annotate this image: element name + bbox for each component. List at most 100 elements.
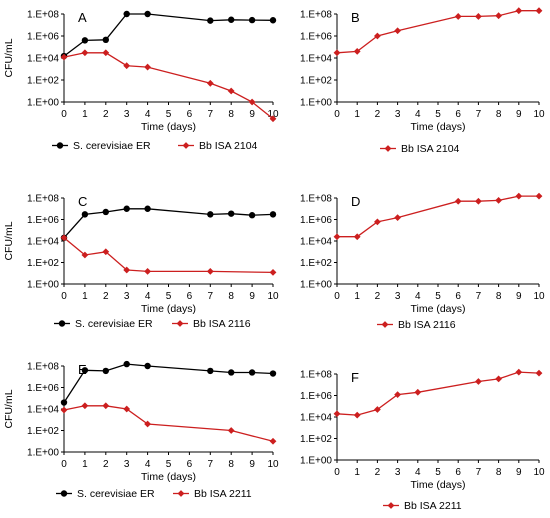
data-point-diamond (495, 12, 502, 20)
data-point-diamond (535, 7, 543, 15)
x-tick-label: 5 (166, 459, 172, 470)
legend-entry: S. cerevisiae ER (54, 318, 153, 330)
x-tick-label: 0 (334, 109, 340, 120)
panel-label: B (351, 10, 360, 25)
data-point-diamond (60, 406, 68, 414)
x-tick-label: 6 (455, 467, 461, 478)
x-tick-label: 4 (145, 459, 151, 470)
x-tick-label: 0 (334, 467, 340, 478)
data-point-diamond (269, 268, 277, 276)
data-point-diamond (333, 233, 341, 241)
data-point-circle (144, 10, 151, 18)
data-point-diamond (454, 197, 462, 205)
x-tick-label: 2 (103, 109, 109, 120)
data-point-diamond (414, 388, 422, 396)
series-bb (60, 49, 277, 123)
x-tick-label: 0 (61, 109, 67, 120)
y-tick-label: 1.E+04 (300, 237, 332, 248)
y-tick-label: 1.E+06 (300, 32, 332, 43)
series-line (63, 405, 274, 442)
y-tick-label: 1.E+00 (300, 456, 332, 467)
data-point-circle (207, 17, 214, 24)
legend-label: Bb ISA 2211 (194, 488, 252, 500)
data-point-circle (248, 212, 256, 219)
x-tick-label: 2 (375, 291, 381, 302)
x-tick-label: 6 (455, 291, 461, 302)
y-tick-label: 1.E+00 (300, 98, 332, 109)
y-tick-label: 1.E+06 (27, 32, 59, 43)
series-line (337, 195, 539, 238)
x-tick-label: 2 (103, 291, 109, 302)
x-tick-label: 4 (145, 291, 151, 302)
x-tick-label: 4 (415, 109, 421, 120)
x-tick-label: 10 (533, 467, 545, 478)
x-tick-label: 6 (187, 459, 193, 470)
legend-marker-circle (60, 490, 68, 497)
data-point-diamond (60, 53, 68, 61)
x-axis-title: Time (days) (410, 303, 465, 315)
data-point-circle (228, 369, 235, 376)
y-tick-label: 1.E+08 (300, 370, 332, 381)
x-tick-label: 3 (124, 109, 130, 120)
x-tick-label: 10 (267, 291, 279, 302)
data-point-diamond (144, 267, 151, 275)
data-point-circle (123, 205, 130, 212)
legend-entry: Bb ISA 2104 (178, 140, 258, 152)
x-tick-label: 4 (415, 291, 421, 302)
legend-label: S. cerevisiae ER (73, 140, 151, 152)
data-point-diamond (515, 192, 523, 200)
x-tick-label: 8 (228, 109, 234, 120)
data-point-circle (144, 362, 151, 370)
series-line (63, 363, 274, 403)
x-tick-label: 5 (166, 291, 172, 302)
y-tick-label: 1.E+04 (300, 413, 332, 424)
data-point-circle (207, 367, 214, 375)
legend-label: Bb ISA 2116 (398, 319, 456, 331)
x-axis-title: Time (days) (410, 479, 465, 491)
data-point-circle (228, 210, 235, 217)
y-tick-label: 1.E+02 (27, 258, 59, 269)
y-tick-label: 1.E+08 (27, 194, 59, 205)
data-point-diamond (495, 196, 502, 204)
data-point-diamond (353, 411, 361, 419)
x-tick-label: 9 (516, 109, 522, 120)
data-point-circle (269, 370, 277, 377)
panel-label: A (78, 10, 87, 25)
data-point-diamond (206, 79, 214, 87)
x-tick-label: 2 (375, 467, 381, 478)
data-point-diamond (353, 47, 361, 55)
panel-label: F (351, 370, 359, 385)
x-tick-label: 1 (82, 459, 88, 470)
x-tick-label: 3 (395, 291, 401, 302)
data-point-diamond (454, 13, 462, 20)
y-axis-title: CFU/mL (3, 389, 15, 428)
x-tick-label: 7 (476, 109, 482, 120)
legend-marker-diamond (176, 320, 184, 327)
series-line (63, 208, 274, 239)
legend-marker-circle (56, 142, 64, 149)
data-point-diamond (102, 402, 110, 410)
data-point-diamond (102, 248, 110, 256)
legend-entry: S. cerevisiae ER (52, 140, 151, 152)
x-tick-label: 6 (455, 109, 461, 120)
legend-label: S. cerevisiae ER (77, 488, 155, 500)
x-tick-label: 9 (516, 291, 522, 302)
legend-entry: Bb ISA 2116 (377, 319, 456, 331)
series-yeast (60, 205, 277, 241)
y-tick-label: 1.E+08 (300, 194, 332, 205)
data-point-diamond (81, 402, 89, 410)
data-point-diamond (269, 115, 277, 123)
x-tick-label: 8 (496, 291, 502, 302)
data-point-diamond (535, 369, 543, 377)
x-tick-label: 10 (267, 109, 279, 120)
x-tick-label: 3 (395, 467, 401, 478)
data-point-diamond (515, 368, 523, 376)
x-tick-label: 10 (533, 291, 545, 302)
x-tick-label: 10 (267, 459, 279, 470)
legend-entry: Bb ISA 2211 (383, 500, 462, 512)
x-tick-label: 2 (103, 459, 109, 470)
series-yeast (60, 360, 277, 406)
panel-label: C (78, 194, 87, 209)
series-line (63, 13, 274, 57)
x-axis-title: Time (days) (141, 471, 196, 483)
